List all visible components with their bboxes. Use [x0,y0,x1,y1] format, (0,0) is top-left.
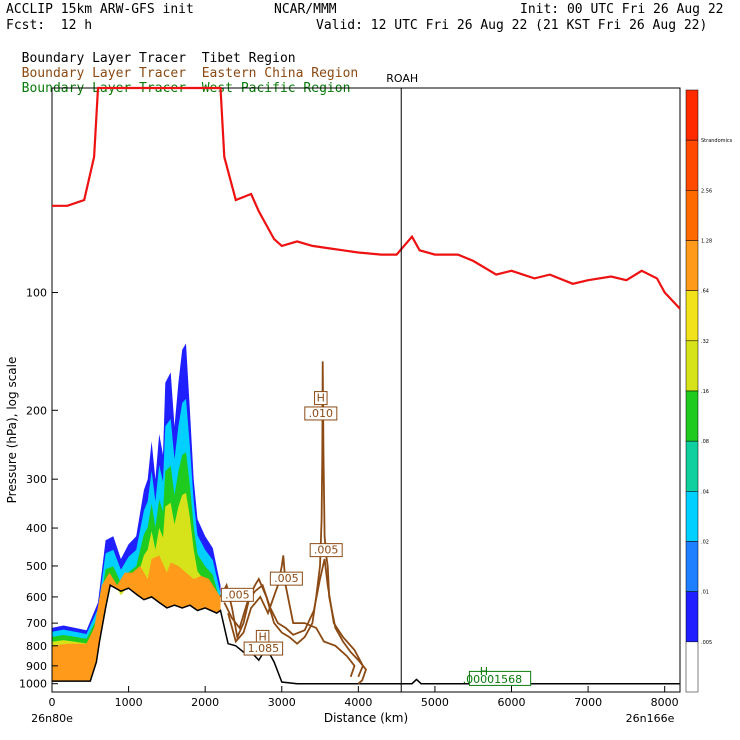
org-label: NCAR/MMM [274,2,337,17]
x-tick-label: 7000 [574,696,602,709]
legend-tibet: Boundary Layer Tracer Tibet Region [6,35,296,67]
x-tick-label: 0 [49,696,56,709]
colorbar-swatch [685,641,699,693]
tibet-tracer-orange [52,555,221,682]
x-tick-label: 3000 [268,696,296,709]
eastern-china-label: .005 [225,588,250,601]
colorbar-swatch [685,440,699,492]
eastern-china-label-box [314,391,328,406]
model-title: ACCLIP 15km ARW-GFS init [6,2,194,17]
y-tick-label: 800 [26,640,47,653]
y-tick-label: 500 [26,560,47,573]
x-tick-label: 4000 [344,696,372,709]
colorbar-label: Strandomics [701,138,733,144]
x-tick-label: 1000 [115,696,143,709]
eastern-china-label-box [309,543,343,558]
eastern-china-label: 1.085 [248,642,280,655]
colorbar-swatch [685,390,699,442]
eastern-china-label: H [317,392,325,405]
colorbar-label: 2.56 [701,188,712,194]
colorbar-swatch [685,491,699,542]
y-tick-label: 100 [26,287,47,300]
eastern-china-label-box [220,587,254,602]
init-time: Init: 00 UTC Fri 26 Aug 22 [520,2,724,17]
colorbar-swatch [685,591,699,643]
eastern-china-label: .005 [314,544,339,557]
colorbar-label: .01 [701,590,709,596]
eastern-china-label: .010 [309,407,334,420]
colorbar-label: .16 [701,389,709,395]
tibet-tracer-blue [52,343,221,682]
forecast-hour: Fcst: 12 h [6,18,93,33]
terrain-line [52,584,680,685]
west-pacific-label: .00001568 [463,673,523,686]
colorbar-swatch [685,290,699,342]
y-tick-label: 400 [26,522,47,535]
valid-time: Valid: 12 UTC Fri 26 Aug 22 (21 KST Fri … [316,18,708,33]
y-tick-label: 300 [26,473,47,486]
eastern-china-label-box [269,571,303,586]
x-tick-label: 2000 [191,696,219,709]
eastern-china-label-box [304,406,338,421]
y-tick-label: 900 [26,660,47,673]
colorbar-swatch [685,139,699,191]
colorbar-swatch [685,190,699,241]
colorbar-label: .32 [701,339,709,345]
colorbar-swatch [685,340,699,392]
x-end-label-left: 26n80e [31,712,73,725]
y-tick-label: 1000 [19,678,47,691]
colorbar-label: .04 [701,489,709,495]
colorbar-label: .08 [701,439,709,445]
west-pacific-label-box [468,670,532,686]
colorbar-label: .64 [701,289,709,295]
eastern-china-label: H [258,630,266,643]
tropopause-line [52,86,681,310]
eastern-china-label-box [243,641,284,656]
x-tick-label: 6000 [498,696,526,709]
roah-marker-label: ROAH [386,72,418,85]
y-tick-label: 200 [26,404,47,417]
eastern-china-contour [227,555,356,678]
x-tick-label: 5000 [421,696,449,709]
legend-eastern-china: Boundary Layer Tracer Eastern China Regi… [6,50,359,82]
colorbar-swatch [685,541,699,592]
colorbar-label: .005 [701,640,712,646]
x-axis-title: Distance (km) [324,711,408,725]
legend-tibet-label: Boundary Layer Tracer [21,51,187,66]
colorbar-label: .02 [701,540,709,546]
colorbar-swatch [685,240,699,291]
colorbar-label: 1.28 [701,239,712,245]
colorbar-swatch [685,89,699,141]
west-pacific-label: H [480,665,488,678]
x-end-label-right: 26n166e [626,712,675,725]
y-tick-label: 700 [26,617,47,630]
tibet-tracer-cyan [52,398,221,682]
eastern-china-label: .005 [274,572,299,585]
y-tick-label: 600 [26,591,47,604]
legend-tibet-region: Tibet Region [201,51,296,66]
y-axis-title: Pressure (hPa), log scale [5,357,19,504]
x-tick-label: 8000 [651,696,679,709]
plot-frame [51,87,681,693]
legend-eastern-china-label: Boundary Layer Tracer [21,66,187,81]
legend-eastern-china-region: Eastern China Region [201,66,359,81]
